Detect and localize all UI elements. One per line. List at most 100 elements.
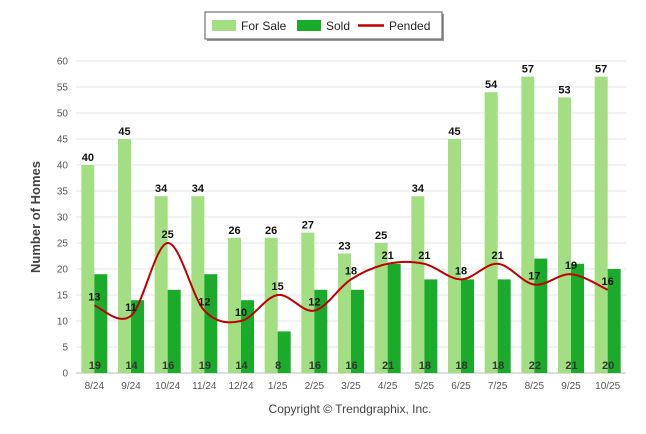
label-pended: 15 <box>272 281 284 293</box>
bar-sold <box>461 279 474 373</box>
legend-label: Pended <box>389 19 430 33</box>
x-tick-label: 11/24 <box>192 381 217 392</box>
x-tick-label: 8/25 <box>525 381 545 392</box>
label-for-sale: 45 <box>118 126 130 138</box>
label-for-sale: 23 <box>338 240 350 252</box>
x-axis: 8/24 9/24 10/24 11/24 12/24 1/25 2/25 3/25 4/25 5… <box>85 381 621 392</box>
label-sold: 14 <box>125 360 138 372</box>
x-tick-label: 3/25 <box>341 381 361 392</box>
legend-swatch <box>212 20 236 31</box>
label-for-sale: 25 <box>375 230 387 242</box>
label-for-sale: 54 <box>485 79 498 91</box>
legend-box <box>204 11 443 40</box>
label-pended: 17 <box>528 271 540 283</box>
legend-item-pended: Pended <box>358 19 430 33</box>
y-tick-label: 15 <box>57 291 69 302</box>
label-sold: 19 <box>199 360 211 372</box>
pended-series-line <box>93 241 609 324</box>
bar-for-sale <box>191 196 205 373</box>
y-tick-label: 45 <box>57 135 69 146</box>
label-pended: 18 <box>455 265 467 277</box>
label-pended: 16 <box>602 276 614 288</box>
y-axis-label: Number of Homes <box>28 161 43 273</box>
bar-for-sale <box>521 76 535 373</box>
x-tick-label: 2/25 <box>305 381 325 392</box>
y-tick-label: 5 <box>62 343 68 354</box>
bar-for-sale <box>264 237 278 373</box>
x-tick-label: 10/25 <box>595 381 620 392</box>
label-sold: 18 <box>455 360 467 372</box>
label-for-sale: 26 <box>265 225 277 237</box>
label-pended: 10 <box>235 307 247 319</box>
label-for-sale: 57 <box>595 64 607 76</box>
bars <box>81 76 621 374</box>
label-for-sale: 26 <box>228 225 240 237</box>
label-for-sale: 53 <box>558 84 570 96</box>
label-sold: 16 <box>162 360 174 372</box>
legend-label: Sold <box>326 19 350 33</box>
bar-sold <box>607 269 621 373</box>
bar-sold <box>497 279 511 373</box>
x-tick-label: 6/25 <box>451 381 471 392</box>
x-tick-label: 9/25 <box>561 381 581 392</box>
label-for-sale: 34 <box>192 183 205 195</box>
label-for-sale: 27 <box>302 220 314 232</box>
bar-sold <box>167 289 181 373</box>
x-tick-label: 10/24 <box>155 381 180 392</box>
copyright-text: Copyright © Trendgraphix, Inc. <box>269 402 432 416</box>
x-tick-label: 9/24 <box>121 381 141 392</box>
y-tick-label: 30 <box>57 213 69 224</box>
label-sold: 19 <box>89 360 101 372</box>
label-pended: 13 <box>88 291 100 303</box>
label-sold: 16 <box>309 360 321 372</box>
label-sold: 14 <box>235 360 248 372</box>
label-pended: 21 <box>418 250 430 262</box>
x-tick-label: 8/24 <box>85 381 105 392</box>
label-sold: 22 <box>529 360 541 372</box>
y-tick-label: 60 <box>57 57 69 68</box>
label-sold: 8 <box>275 360 281 372</box>
bar-sold <box>241 300 254 373</box>
y-tick-label: 40 <box>57 161 69 172</box>
x-tick-label: 1/25 <box>268 381 288 392</box>
bar-sold <box>314 289 328 373</box>
label-pended: 12 <box>308 297 320 309</box>
bar-sold <box>131 300 144 373</box>
label-pended: 11 <box>125 302 137 314</box>
label-pended: 25 <box>162 229 174 241</box>
bar-for-sale <box>118 139 131 373</box>
label-sold: 18 <box>492 360 504 372</box>
label-for-sale: 45 <box>448 126 460 138</box>
label-for-sale: 34 <box>155 183 168 195</box>
bar-sold <box>534 258 548 373</box>
x-tick-label: 12/24 <box>228 381 253 392</box>
bar-for-sale <box>448 139 461 373</box>
label-pended: 21 <box>492 250 504 262</box>
label-sold: 20 <box>602 360 614 372</box>
bar-for-sale <box>81 165 95 373</box>
y-axis: 0 5 10 15 20 25 30 35 40 45 50 55 60 <box>57 57 69 380</box>
bar-sold <box>571 263 584 373</box>
bar-sold <box>424 279 438 373</box>
label-pended: 18 <box>345 265 357 277</box>
y-tick-label: 35 <box>57 187 69 198</box>
bar-sold <box>204 274 218 373</box>
bar-for-sale <box>594 76 608 373</box>
bar-sold <box>387 263 401 373</box>
label-pended: 12 <box>198 297 210 309</box>
bar-for-sale <box>558 97 571 374</box>
bar-sold <box>351 289 364 373</box>
pended-line <box>93 241 609 324</box>
bar-sold <box>277 331 291 373</box>
bar-for-sale <box>301 232 315 373</box>
bar-sold <box>94 274 108 373</box>
label-for-sale: 57 <box>522 64 534 76</box>
legend-item-sold: Sold <box>297 19 350 33</box>
y-tick-label: 55 <box>57 83 69 94</box>
label-for-sale: 34 <box>412 183 425 195</box>
label-sold: 16 <box>345 360 357 372</box>
bar-for-sale <box>411 196 425 373</box>
legend-swatch <box>297 20 321 31</box>
label-sold: 21 <box>382 360 394 372</box>
bar-for-sale <box>484 92 498 373</box>
